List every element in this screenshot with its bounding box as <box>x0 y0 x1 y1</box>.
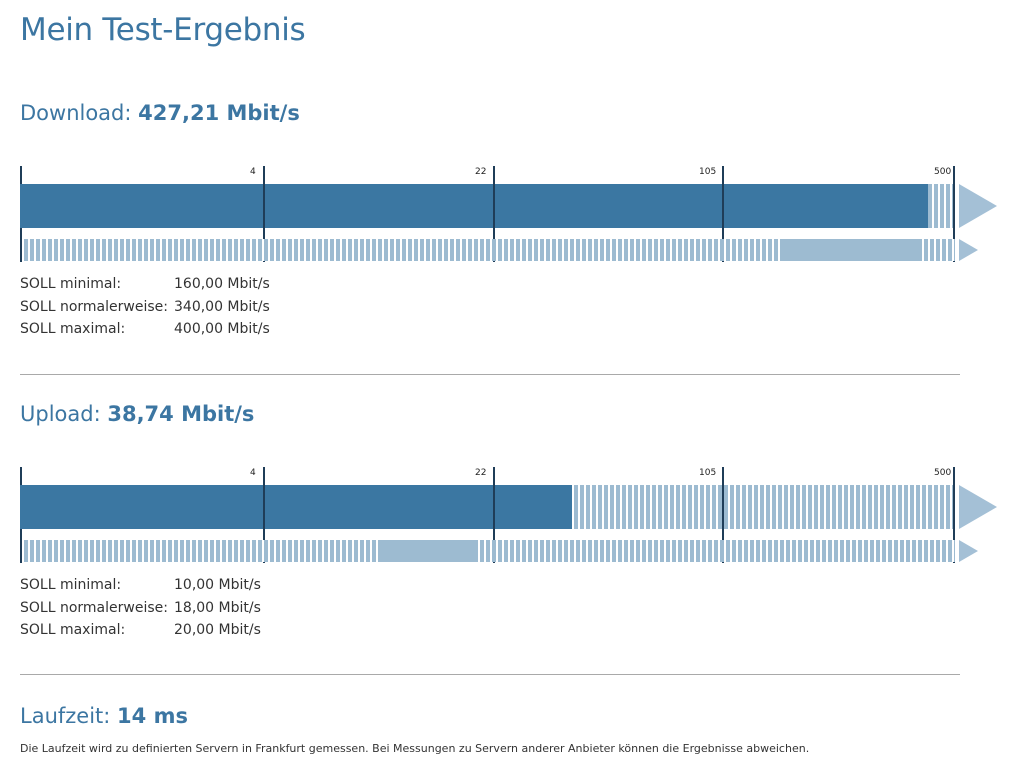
soll-maximal-row: SOLL maximal: 400,00 Mbit/s <box>20 318 270 341</box>
scale-label-22: 22 <box>475 167 487 177</box>
download-target-arrow-icon <box>959 239 978 261</box>
soll-label: SOLL minimal: <box>20 577 122 593</box>
scale-label-500: 500 <box>934 468 952 478</box>
page-title: Mein Test-Ergebnis <box>20 12 306 48</box>
section-divider <box>20 374 960 375</box>
download-target-range-bar <box>784 239 920 261</box>
scale-label-105: 105 <box>699 468 717 478</box>
soll-value: 18,00 Mbit/s <box>174 599 261 616</box>
bar-divider <box>493 184 495 228</box>
section-divider <box>20 674 960 675</box>
upload-arrow-icon <box>959 485 997 529</box>
soll-label: SOLL normalerweise: <box>20 599 168 616</box>
bar-divider <box>263 184 265 228</box>
soll-label: SOLL maximal: <box>20 622 126 638</box>
upload-target-hatch <box>24 540 955 562</box>
upload-soll-list: SOLL minimal: 10,00 Mbit/s SOLL normaler… <box>20 574 261 642</box>
latency-value: 14 ms <box>117 704 188 728</box>
upload-target-arrow-icon <box>959 540 978 562</box>
soll-normal-row: SOLL normalerweise: 18,00 Mbit/s <box>20 597 261 620</box>
scale-tick-500 <box>953 166 955 262</box>
scale-label-4: 4 <box>250 468 256 478</box>
upload-speed-meter: 4 22 105 500 <box>20 467 1010 563</box>
upload-heading: Upload: 38,74 Mbit/s <box>20 402 254 426</box>
latency-label: Laufzeit: <box>20 704 111 728</box>
scale-label-22: 22 <box>475 468 487 478</box>
soll-maximal-row: SOLL maximal: 20,00 Mbit/s <box>20 619 261 642</box>
soll-value: 160,00 Mbit/s <box>174 276 270 292</box>
scale-label-105: 105 <box>699 167 717 177</box>
scale-tick-500 <box>953 467 955 563</box>
scale-label-4: 4 <box>250 167 256 177</box>
soll-label: SOLL normalerweise: <box>20 298 168 315</box>
soll-minimal-row: SOLL minimal: 160,00 Mbit/s <box>20 273 270 296</box>
download-target-hatch <box>24 239 955 261</box>
bar-divider <box>722 485 724 529</box>
download-heading: Download: 427,21 Mbit/s <box>20 101 300 125</box>
upload-measured-bar <box>20 485 572 529</box>
upload-value: 38,74 Mbit/s <box>107 402 255 426</box>
soll-value: 340,00 Mbit/s <box>174 298 270 315</box>
bar-divider <box>493 485 495 529</box>
scale-label-500: 500 <box>934 167 952 177</box>
soll-normal-row: SOLL normalerweise: 340,00 Mbit/s <box>20 296 270 319</box>
upload-label: Upload: <box>20 402 101 426</box>
download-label: Download: <box>20 101 132 125</box>
bar-divider <box>263 485 265 529</box>
soll-minimal-row: SOLL minimal: 10,00 Mbit/s <box>20 574 261 597</box>
soll-label: SOLL maximal: <box>20 321 126 337</box>
download-value: 427,21 Mbit/s <box>138 101 300 125</box>
soll-label: SOLL minimal: <box>20 276 122 292</box>
bar-divider <box>722 184 724 228</box>
latency-heading: Laufzeit: 14 ms <box>20 704 188 728</box>
download-speed-meter: 4 22 105 500 <box>20 166 1010 262</box>
soll-value: 400,00 Mbit/s <box>174 321 270 337</box>
upload-target-range-bar <box>378 540 478 562</box>
download-arrow-icon <box>959 184 997 228</box>
download-measured-bar <box>20 184 928 228</box>
soll-value: 20,00 Mbit/s <box>174 622 261 638</box>
latency-note: Die Laufzeit wird zu definierten Servern… <box>20 742 810 755</box>
download-soll-list: SOLL minimal: 160,00 Mbit/s SOLL normale… <box>20 273 270 341</box>
soll-value: 10,00 Mbit/s <box>174 577 261 593</box>
